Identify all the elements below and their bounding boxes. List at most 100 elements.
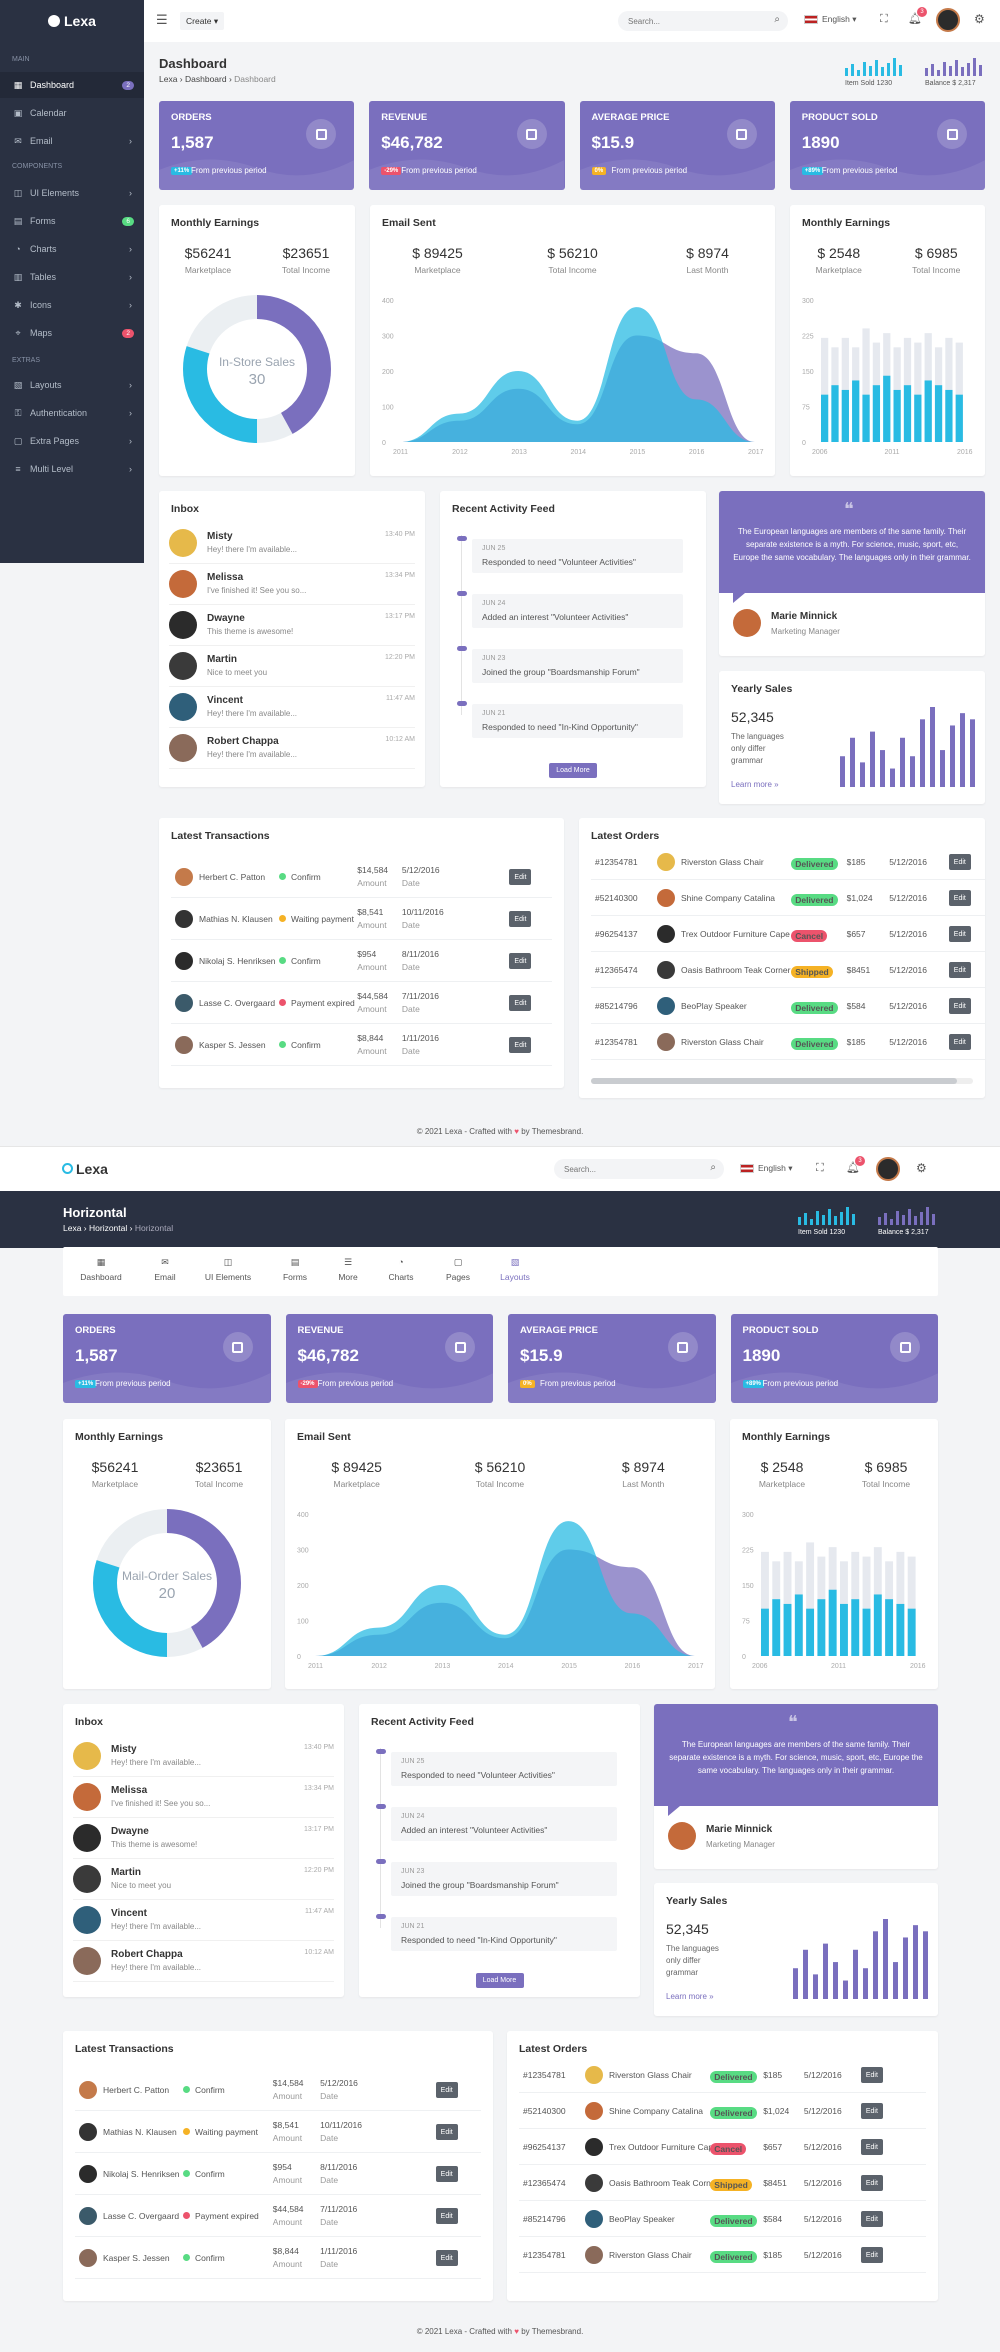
price: $584 <box>763 2214 783 2224</box>
bar <box>924 380 932 442</box>
edit-button[interactable]: Edit <box>948 1034 971 1050</box>
edit-button[interactable]: Edit <box>509 1037 532 1053</box>
edit-button[interactable]: Edit <box>860 2211 883 2227</box>
learn-more-link[interactable]: Learn more » <box>731 780 779 789</box>
inbox-item[interactable]: Robert Chappa Hey! there I'm available...… <box>73 1941 334 1982</box>
search-input[interactable] <box>564 1162 694 1176</box>
avatar[interactable] <box>936 8 960 32</box>
inbox-item[interactable]: Martin Nice to meet you 12:20 PM <box>169 646 415 687</box>
avatar <box>175 868 193 886</box>
language-select[interactable]: English ▾ <box>740 1163 793 1174</box>
breadcrumb-item[interactable]: Horizontal <box>89 1223 128 1233</box>
nav-item-ui-elements[interactable]: ◫ UI Elements <box>200 1257 256 1282</box>
sidebar-item-forms[interactable]: ▤ Forms 6 <box>0 208 144 234</box>
inbox-item[interactable]: Robert Chappa Hey! there I'm available...… <box>169 728 415 769</box>
breadcrumb-item[interactable]: Dashboard <box>185 74 227 84</box>
inbox-item[interactable]: Dwayne This theme is awesome! 13:17 PM <box>73 1818 334 1859</box>
bar <box>955 342 963 442</box>
edit-button[interactable]: Edit <box>860 2103 883 2119</box>
breadcrumb-item[interactable]: Lexa <box>159 74 178 84</box>
inbox-item[interactable]: Dwayne This theme is awesome! 13:17 PM <box>169 605 415 646</box>
breadcrumb-item[interactable]: Lexa <box>63 1223 82 1233</box>
inbox-item[interactable]: Vincent Hey! there I'm available... 11:47 … <box>169 687 415 728</box>
sidebar-item-maps[interactable]: ⌖ Maps 2 <box>0 320 144 346</box>
edit-button[interactable]: Edit <box>435 2250 458 2266</box>
sidebar-item-tables[interactable]: ▥ Tables › <box>0 264 144 290</box>
edit-button[interactable]: Edit <box>860 2175 883 2191</box>
avatar <box>169 693 197 721</box>
edit-button[interactable]: Edit <box>948 926 971 942</box>
nav-item-forms[interactable]: ▤ Forms <box>267 1257 323 1282</box>
edit-button[interactable]: Edit <box>509 869 532 885</box>
avatar[interactable] <box>876 1157 900 1181</box>
edit-button[interactable]: Edit <box>435 2208 458 2224</box>
load-more-button[interactable]: Load More <box>475 1973 524 1988</box>
table-row: #85214796 BeoPlay Speaker Delivered $584 5/1… <box>591 988 985 1024</box>
sidebar-item-ui-elements[interactable]: ◫ UI Elements › <box>0 180 144 206</box>
inbox-item[interactable]: Martin Nice to meet you 12:20 PM <box>73 1859 334 1900</box>
wave-decoration <box>63 1372 271 1403</box>
stat-value: $ 2548 <box>760 1459 804 1475</box>
sidebar-item-calendar[interactable]: ▣ Calendar <box>0 100 144 126</box>
load-more-button[interactable]: Load More <box>549 763 597 778</box>
inbox-item[interactable]: Melissa I've finished it! See you so... 13… <box>169 564 415 605</box>
mini-bar <box>973 58 976 76</box>
gear-icon[interactable]: ⚙ <box>974 12 985 26</box>
edit-button[interactable]: Edit <box>435 2166 458 2182</box>
stat-value: $23651 <box>282 245 330 261</box>
edit-button[interactable]: Edit <box>509 911 532 927</box>
amount-value: $44,584 <box>357 991 389 1001</box>
edit-button[interactable]: Edit <box>860 2247 883 2263</box>
sidebar-item-layouts[interactable]: ▧ Layouts › <box>0 372 144 398</box>
email-icon: ✉ <box>14 135 22 146</box>
edit-button[interactable]: Edit <box>948 998 971 1014</box>
fullscreen-icon[interactable]: ⛶ <box>880 13 888 25</box>
nav-item-layouts[interactable]: ▧ Layouts <box>487 1257 543 1282</box>
nav-label: Pages <box>445 1272 471 1282</box>
mini-bar <box>845 68 848 76</box>
edit-button[interactable]: Edit <box>860 2067 883 2083</box>
edit-button[interactable]: Edit <box>948 962 971 978</box>
sidebar-item-extra-pages[interactable]: ▢ Extra Pages › <box>0 428 144 454</box>
mini-bar-chart <box>845 58 902 76</box>
edit-button[interactable]: Edit <box>948 890 971 906</box>
y-tick-label: 0 <box>802 440 806 447</box>
logo[interactable]: Lexa <box>62 1161 108 1177</box>
inbox-item[interactable]: Misty Hey! there I'm available... 13:40 PM <box>73 1736 334 1777</box>
edit-button[interactable]: Edit <box>435 2124 458 2140</box>
scrollbar-thumb[interactable] <box>591 1078 957 1084</box>
create-button[interactable]: Create ▾ <box>180 12 225 30</box>
sidebar-item-dashboard[interactable]: ▦ Dashboard 2 <box>0 72 144 98</box>
edit-button[interactable]: Edit <box>509 953 532 969</box>
stat-value: $ 56210 <box>547 245 598 261</box>
nav-item-charts[interactable]: ◔ Charts <box>373 1257 429 1282</box>
sidebar-item-icons[interactable]: ✱ Icons › <box>0 292 144 318</box>
nav-item-dashboard[interactable]: ▦ Dashboard <box>73 1257 129 1282</box>
edit-button[interactable]: Edit <box>435 2082 458 2098</box>
search-icon[interactable]: ⌕ <box>774 14 780 25</box>
sidebar-item-authentication[interactable]: ⚿ Authentication › <box>0 400 144 426</box>
edit-button[interactable]: Edit <box>948 854 971 870</box>
nav-item-more[interactable]: ☰ More <box>320 1257 376 1282</box>
nav-item-pages[interactable]: ▢ Pages <box>430 1257 486 1282</box>
language-select[interactable]: English ▾ <box>804 14 857 25</box>
nav-item-email[interactable]: ✉ Email <box>137 1257 193 1282</box>
gear-icon[interactable]: ⚙ <box>916 1161 927 1175</box>
mini-stat-label: Balance $ 2,317 <box>925 80 976 87</box>
inbox-item[interactable]: Vincent Hey! there I'm available... 11:47 … <box>73 1900 334 1941</box>
hamburger-icon[interactable]: ☰ <box>156 12 168 27</box>
mini-bar <box>967 63 970 76</box>
sidebar-item-email[interactable]: ✉ Email › <box>0 128 144 154</box>
inbox-item[interactable]: Misty Hey! there I'm available... 13:40 PM <box>169 523 415 564</box>
sidebar-item-multi-level[interactable]: ≡ Multi Level › <box>0 456 144 482</box>
horizontal-scrollbar[interactable] <box>591 1078 973 1084</box>
learn-more-link[interactable]: Learn more » <box>666 1992 714 2001</box>
edit-button[interactable]: Edit <box>860 2139 883 2155</box>
sidebar-item-charts[interactable]: ◔ Charts › <box>0 236 144 262</box>
logo[interactable]: Lexa <box>0 0 144 42</box>
search-input[interactable] <box>628 14 758 28</box>
fullscreen-icon[interactable]: ⛶ <box>816 1162 824 1174</box>
search-icon[interactable]: ⌕ <box>710 1162 716 1173</box>
edit-button[interactable]: Edit <box>509 995 532 1011</box>
inbox-item[interactable]: Melissa I've finished it! See you so... 13… <box>73 1777 334 1818</box>
